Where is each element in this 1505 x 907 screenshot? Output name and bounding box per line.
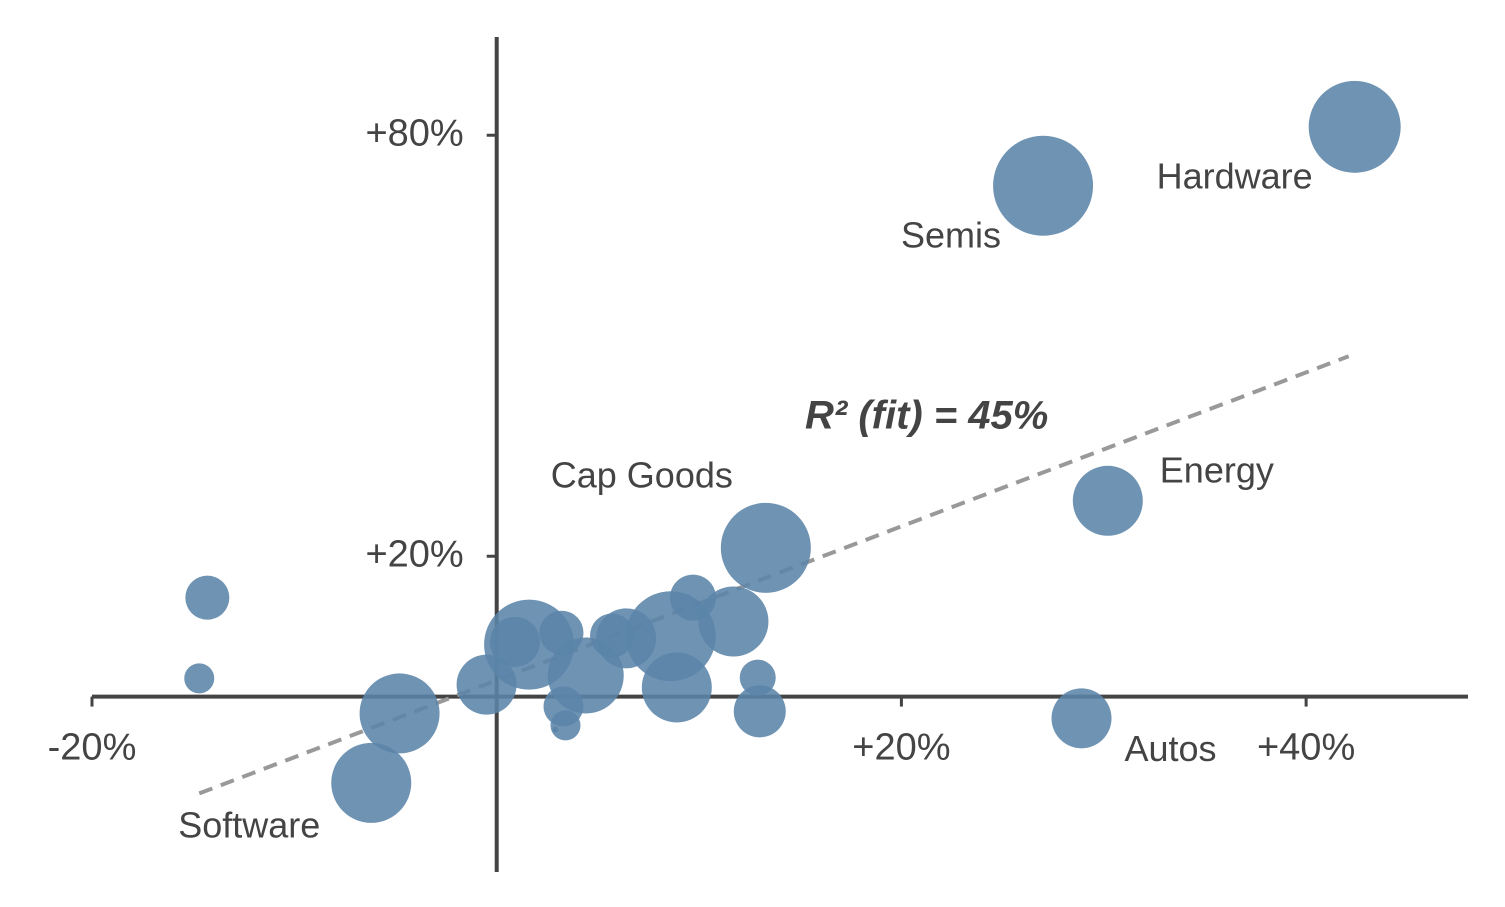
bubble xyxy=(185,575,230,620)
bubble xyxy=(720,502,811,593)
bubble xyxy=(993,135,1094,236)
y-tick-label: +20% xyxy=(365,533,463,575)
fit-line xyxy=(198,354,1350,796)
bubble xyxy=(550,710,581,741)
bubble xyxy=(489,616,540,667)
bubble xyxy=(698,586,769,657)
bubble xyxy=(1308,80,1401,173)
x-tick-label: +20% xyxy=(852,727,950,769)
x-tick-label: -20% xyxy=(48,727,137,769)
point-label: Autos xyxy=(1125,728,1217,769)
point-label: Semis xyxy=(901,214,1001,255)
y-tick-label: +80% xyxy=(365,112,463,154)
bubble xyxy=(331,742,412,823)
point-label: Cap Goods xyxy=(551,454,733,495)
bubble xyxy=(552,726,559,733)
bubble xyxy=(733,685,786,738)
bubble xyxy=(184,663,215,694)
fit-annotation: R² (fit) = 45% xyxy=(805,394,1048,438)
bubble xyxy=(359,673,440,754)
bubble xyxy=(1072,465,1143,536)
bubble xyxy=(641,652,712,723)
bubble xyxy=(1051,688,1112,749)
x-tick-label: +40% xyxy=(1257,727,1355,769)
point-label: Energy xyxy=(1160,449,1274,490)
point-label: Hardware xyxy=(1157,155,1313,196)
point-label: Software xyxy=(178,804,320,845)
